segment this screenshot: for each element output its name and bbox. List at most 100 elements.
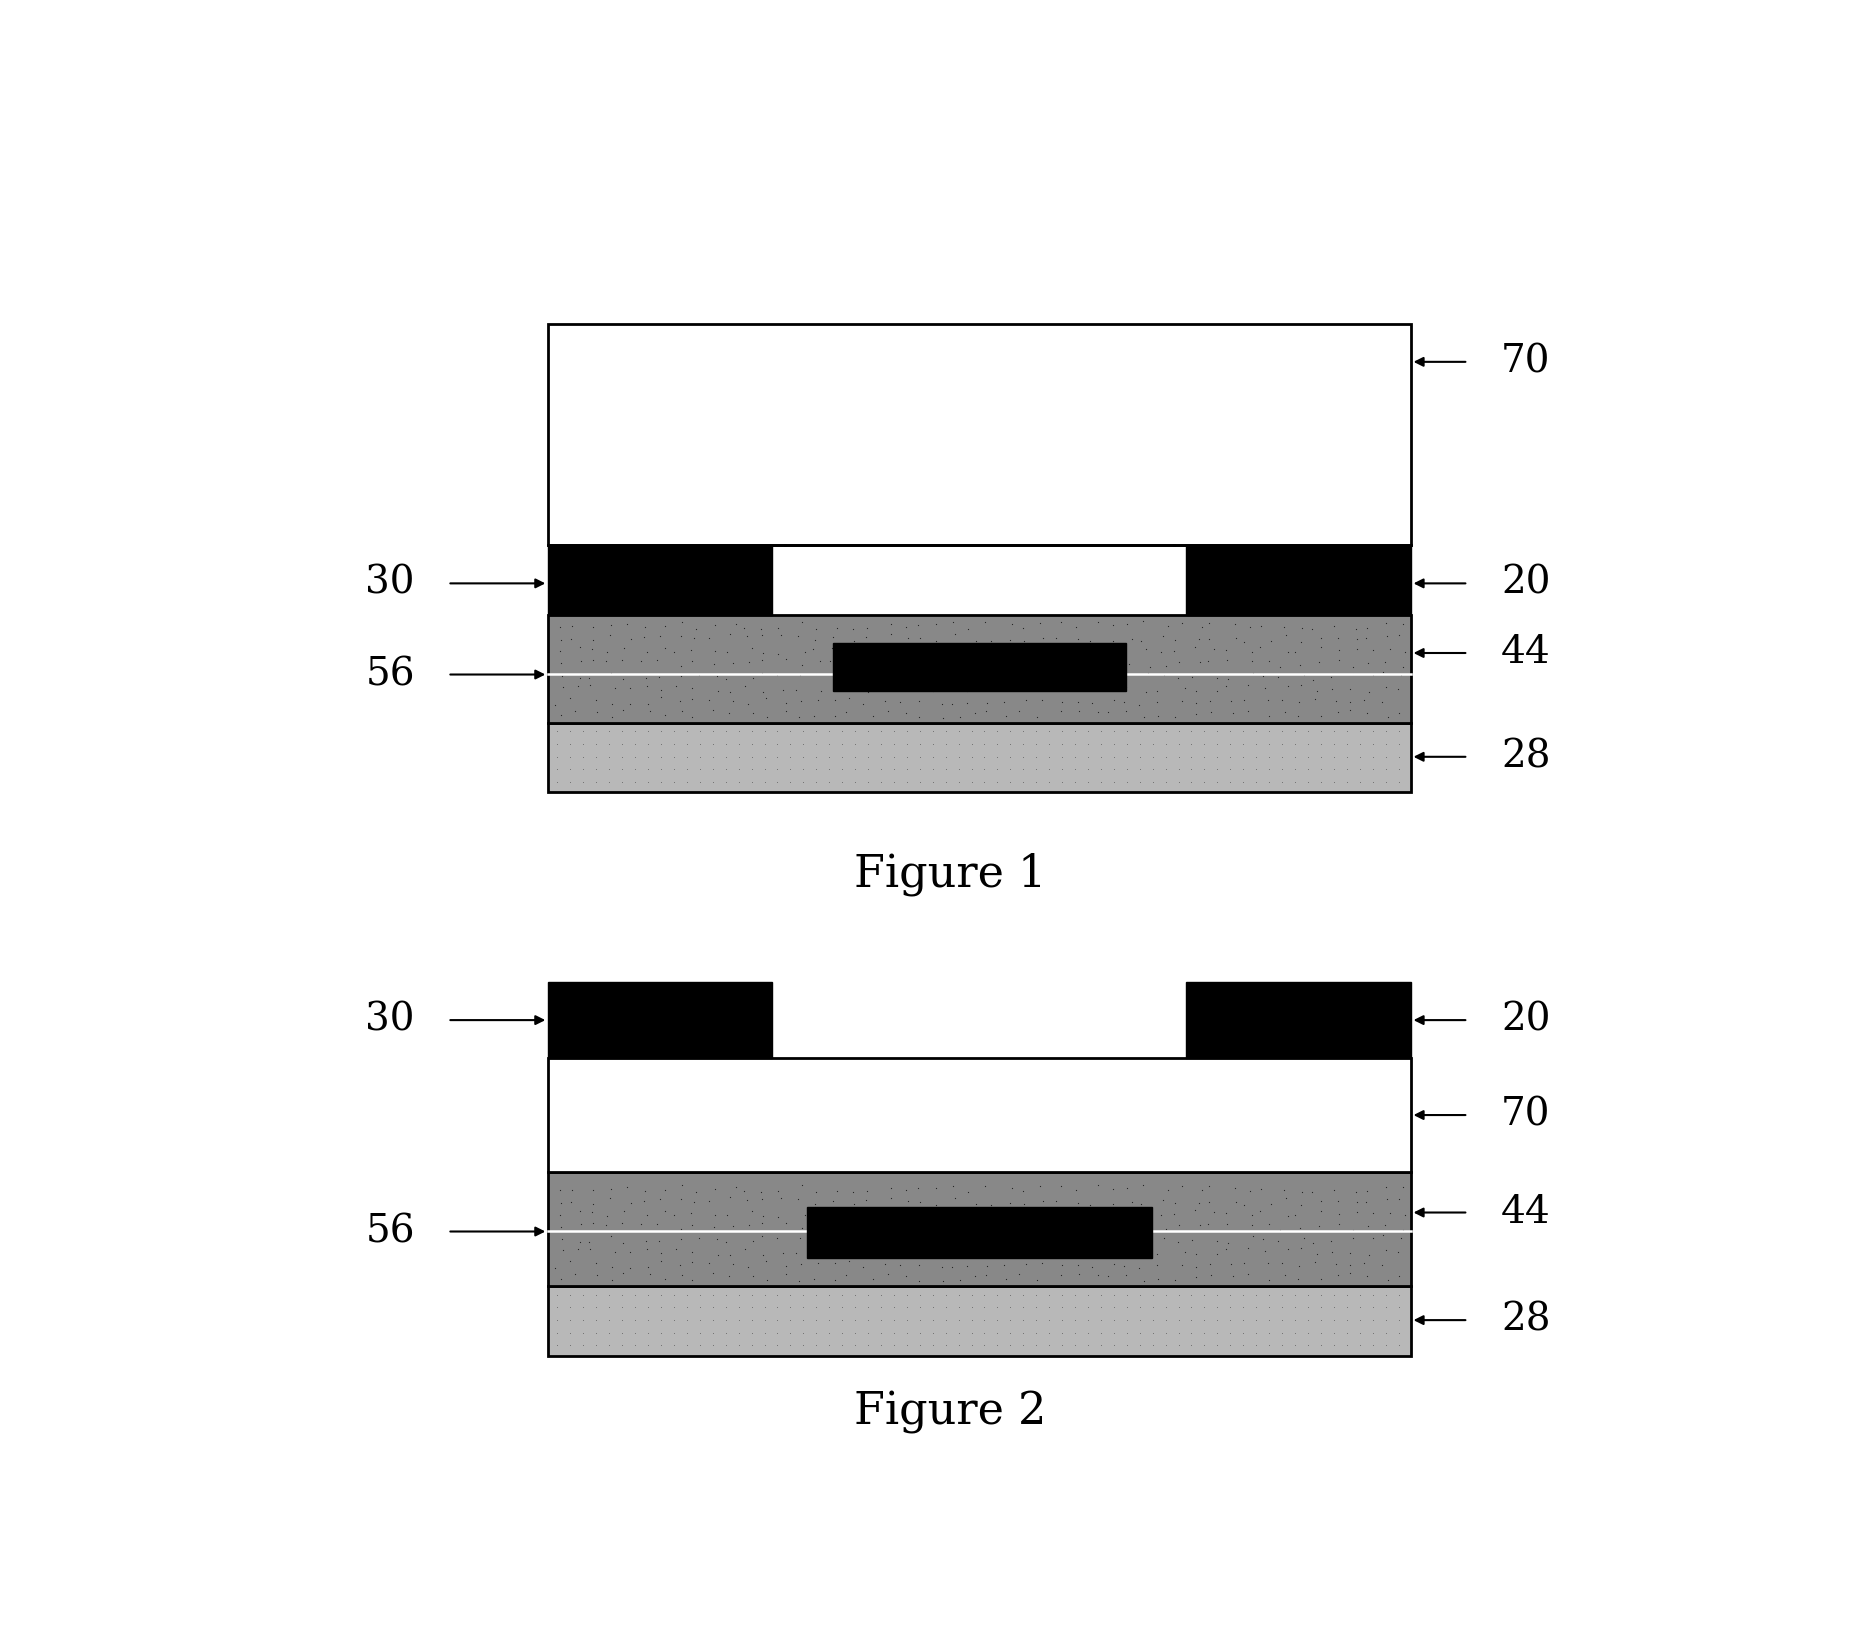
Point: [1306, 625, 1336, 651]
Point: [1163, 1307, 1193, 1333]
Point: [629, 625, 659, 651]
Point: [972, 699, 1002, 725]
Point: [1304, 649, 1334, 676]
Point: [768, 677, 798, 704]
Point: [684, 732, 714, 758]
Point: [939, 674, 968, 700]
Point: [1163, 1282, 1193, 1309]
Point: [1284, 689, 1313, 715]
Point: [944, 1320, 974, 1346]
Point: [1055, 1203, 1085, 1230]
Point: [1004, 699, 1033, 725]
Point: [714, 699, 744, 725]
Point: [905, 732, 935, 758]
Point: [607, 1320, 636, 1346]
Point: [970, 1282, 1000, 1309]
Point: [568, 743, 597, 769]
Point: [762, 661, 792, 687]
Point: [697, 1307, 727, 1333]
Point: [762, 1307, 792, 1333]
Point: [1061, 1307, 1091, 1333]
Point: [889, 672, 918, 699]
Point: [631, 664, 660, 690]
Point: [1237, 1212, 1267, 1238]
Point: [662, 672, 692, 699]
Point: [1022, 1307, 1052, 1333]
Point: [629, 1187, 659, 1213]
Point: [1128, 1172, 1158, 1198]
Point: [566, 635, 595, 661]
Point: [876, 621, 905, 648]
Point: [710, 1282, 740, 1309]
Point: [1384, 732, 1414, 758]
Point: [879, 1307, 909, 1333]
Point: [1143, 704, 1172, 730]
Point: [1167, 689, 1196, 715]
Point: [1267, 1332, 1297, 1358]
Point: [1332, 1332, 1362, 1358]
Point: [1343, 636, 1373, 663]
Point: [1371, 769, 1401, 796]
Point: [1189, 1282, 1219, 1309]
Point: [885, 1253, 915, 1279]
Point: [1074, 640, 1104, 666]
Point: [931, 1294, 961, 1320]
Point: [1074, 756, 1104, 783]
Point: [788, 769, 818, 796]
Point: [1345, 769, 1375, 796]
Point: [1163, 1228, 1193, 1254]
Point: [729, 615, 759, 641]
Point: [879, 1282, 909, 1309]
Point: [931, 1332, 961, 1358]
Point: [788, 1282, 818, 1309]
Point: [991, 1223, 1020, 1249]
Point: [1143, 1266, 1172, 1292]
Point: [1293, 718, 1323, 745]
Point: [866, 743, 896, 769]
Point: [1074, 1332, 1104, 1358]
Point: [1241, 718, 1271, 745]
Point: [723, 756, 753, 783]
Point: [953, 616, 983, 643]
Point: [957, 743, 987, 769]
Point: [1061, 613, 1091, 640]
Point: [1215, 1282, 1245, 1309]
Point: [1371, 1236, 1401, 1263]
Point: [1306, 769, 1336, 796]
Point: [1289, 1225, 1319, 1251]
Point: [1319, 1177, 1349, 1203]
Point: [1384, 676, 1414, 702]
Point: [801, 1332, 831, 1358]
Point: [827, 1307, 857, 1333]
Point: [748, 646, 777, 672]
Point: [1289, 663, 1319, 689]
Point: [851, 1187, 881, 1213]
Point: [838, 674, 868, 700]
Point: [1345, 732, 1375, 758]
Point: [736, 1307, 766, 1333]
Point: [1028, 1189, 1057, 1215]
Point: [822, 1177, 851, 1203]
Point: [1180, 635, 1209, 661]
Point: [722, 1174, 751, 1200]
Point: [1096, 676, 1126, 702]
Point: [1256, 628, 1286, 654]
Point: [751, 684, 781, 710]
Point: [1011, 687, 1041, 713]
Point: [1284, 704, 1313, 730]
Point: [892, 1307, 922, 1333]
Point: [748, 679, 777, 705]
Point: [790, 1202, 820, 1228]
Point: [620, 732, 649, 758]
Point: [697, 1282, 727, 1309]
Point: [1280, 1320, 1310, 1346]
Point: [788, 743, 818, 769]
Point: [664, 1251, 694, 1277]
Point: [1022, 756, 1052, 783]
Point: [544, 732, 573, 758]
Point: [1046, 1261, 1076, 1287]
Point: [1124, 756, 1154, 783]
Point: [1358, 1307, 1388, 1333]
Point: [1323, 699, 1352, 725]
Point: [1111, 718, 1141, 745]
